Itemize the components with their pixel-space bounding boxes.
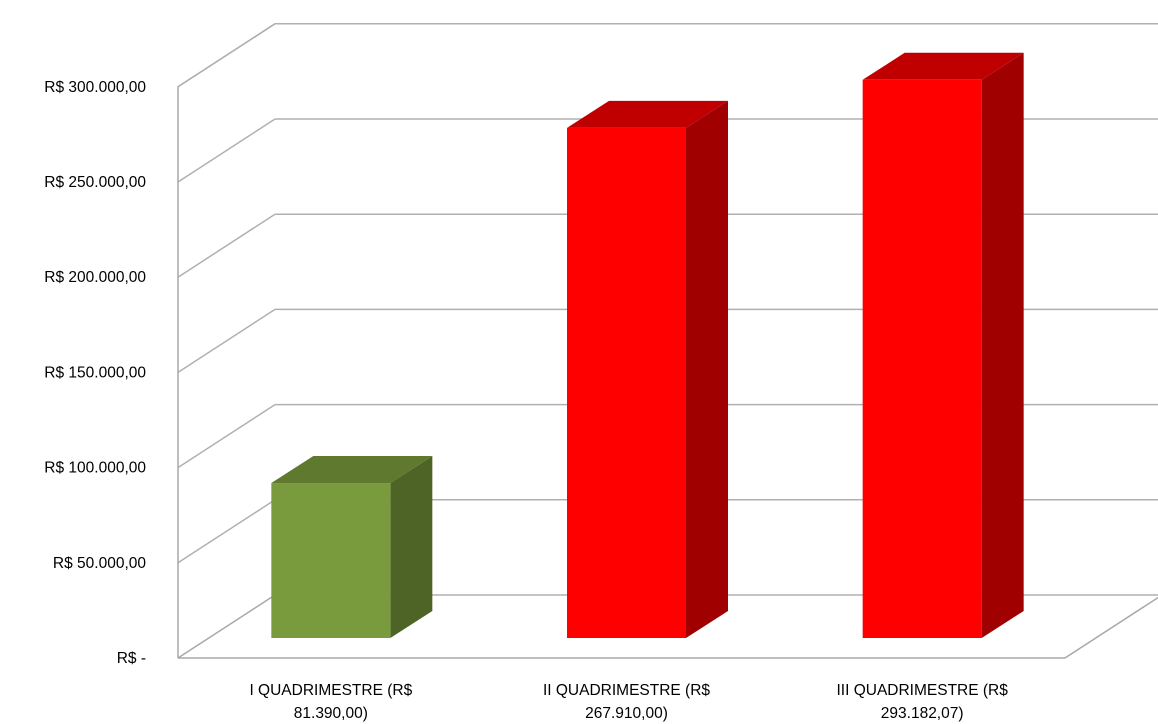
bar-2-top: [567, 100, 728, 128]
y-tick-label-4: R$ 200.000,00: [44, 269, 146, 286]
x-category-label-1-line-1: I QUADRIMESTRE (R$: [249, 682, 412, 699]
bar-2-side: [686, 100, 728, 639]
bar-3: [862, 52, 1024, 639]
bar-1-top: [271, 456, 433, 484]
x-axis-category-labels: I QUADRIMESTRE (R$ 81.390,00) II QUADRIMES…: [249, 682, 1008, 722]
bar-3-top: [862, 52, 1024, 80]
bar-2: [567, 100, 728, 639]
y-axis-tick-labels: R$ - R$ 50.000,00 R$ 100.000,00 R$ 150.000,…: [44, 79, 146, 667]
bar-1-front: [271, 483, 391, 638]
gridline-side-top: [177, 23, 276, 88]
y-tick-label-6: R$ 300.000,00: [44, 79, 146, 96]
gridline-side-2: [177, 403, 276, 469]
gridline-side-5: [177, 118, 276, 183]
x-category-label-3-line-2: 293.182,07): [881, 705, 964, 722]
floor-right-edge: [1064, 596, 1158, 659]
x-category-label-3-line-1: III QUADRIMESTRE (R$: [836, 682, 1008, 699]
gridline-side-1: [177, 499, 276, 564]
bars: [271, 52, 1024, 639]
x-category-label-1-line-2: 81.390,00): [294, 705, 368, 722]
y-tick-label-3: R$ 150.000,00: [44, 364, 146, 381]
y-tick-label-2: R$ 100.000,00: [44, 460, 146, 477]
y-tick-label-0: R$ -: [117, 650, 146, 667]
bar-1-side: [390, 456, 433, 638]
y-tick-label-1: R$ 50.000,00: [53, 555, 146, 572]
x-category-label-2-line-2: 267.910,00): [585, 705, 668, 722]
bar-3-front: [862, 79, 982, 638]
y-tick-label-5: R$ 250.000,00: [44, 174, 146, 191]
gridline-side-4: [177, 213, 276, 278]
bar-3-side: [981, 52, 1024, 639]
bar-1: [271, 456, 433, 638]
floor-left-edge: [177, 594, 276, 659]
bar-2-front: [567, 127, 686, 639]
x-category-label-2-line-1: II QUADRIMESTRE (R$: [543, 682, 710, 699]
gridline-side-3: [177, 308, 276, 374]
